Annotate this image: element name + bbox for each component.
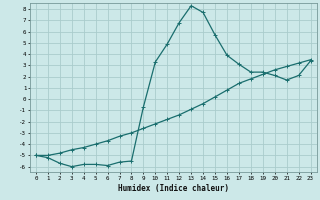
- X-axis label: Humidex (Indice chaleur): Humidex (Indice chaleur): [118, 184, 229, 193]
